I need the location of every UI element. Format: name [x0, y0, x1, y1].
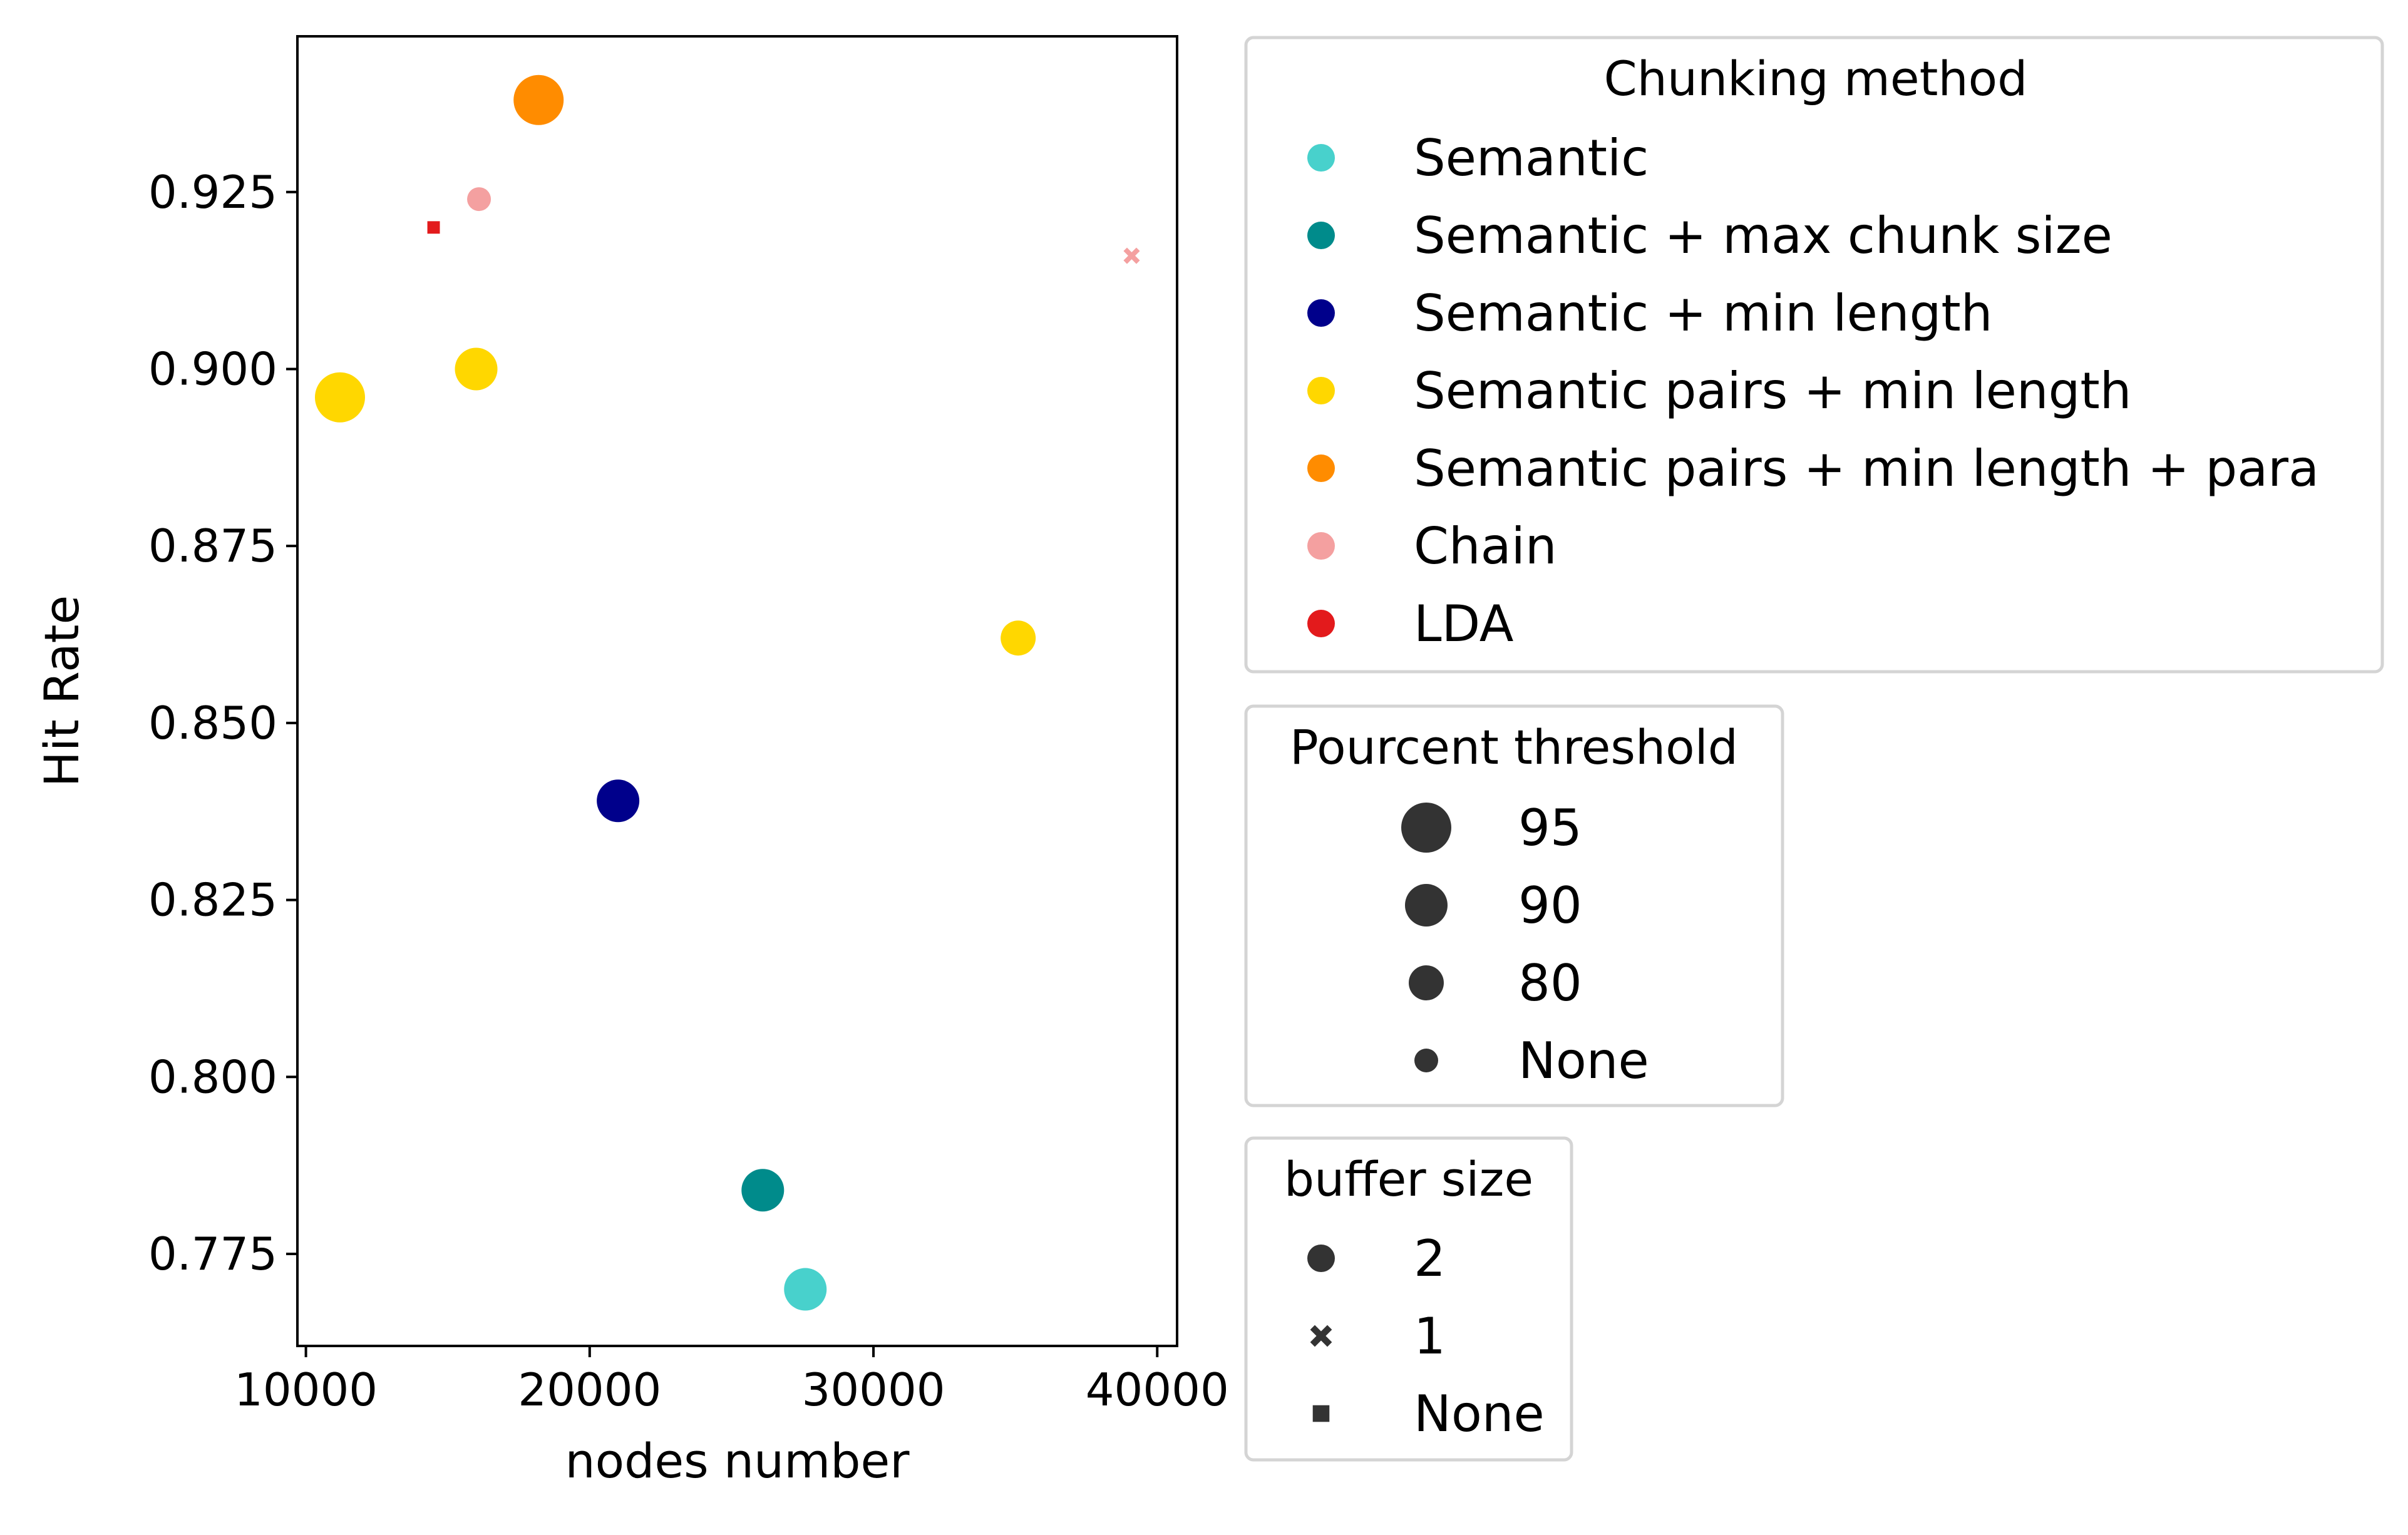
- plot-frame: [296, 35, 1178, 1347]
- y-tick-label: 0.800: [148, 1050, 277, 1103]
- legend-marker: [1414, 1049, 1438, 1072]
- data-point: [467, 187, 491, 212]
- data-point: [513, 74, 564, 125]
- legend-frame: [1244, 1136, 1573, 1462]
- legend-marker: [1307, 299, 1335, 327]
- y-axis-title: Hit Rate: [34, 595, 90, 788]
- data-point: [784, 1268, 827, 1311]
- legend-label: Chain: [1414, 517, 1557, 575]
- legend-marker: [1310, 1325, 1332, 1347]
- legend-marker: [1401, 803, 1451, 853]
- y-tick-label: 0.900: [148, 342, 277, 395]
- legend-marker: [1312, 1405, 1330, 1422]
- x-tick-label: 20000: [518, 1363, 661, 1416]
- legend-2: Pourcent threshold 95 90 80 None: [1244, 704, 1784, 1107]
- legend-frame: [1244, 704, 1784, 1107]
- legend-area: Chunking method Semantic Semantic + max ch…: [1244, 36, 2384, 1462]
- legend-marker: [1307, 222, 1335, 249]
- legend-marker: [1307, 1245, 1335, 1272]
- data-point: [314, 372, 365, 423]
- legend-label: 90: [1518, 876, 1582, 935]
- legend-1: Chunking method Semantic Semantic + max ch…: [1244, 36, 2384, 674]
- legend-label: None: [1414, 1385, 1545, 1443]
- data-point: [1001, 620, 1036, 656]
- y-tick-label: 0.775: [148, 1228, 277, 1280]
- legend-marker: [1307, 144, 1335, 172]
- legend-title: Pourcent threshold: [1290, 719, 1738, 775]
- legend-title: Chunking method: [1604, 51, 2028, 106]
- legend-label: 2: [1414, 1230, 1446, 1288]
- legend-marker: [1307, 454, 1335, 482]
- legend-title: buffer size: [1284, 1151, 1533, 1207]
- legend-label: Semantic pairs + min length: [1414, 362, 2131, 420]
- legend-marker: [1409, 965, 1444, 1000]
- x-tick-label: 40000: [1086, 1363, 1229, 1416]
- y-tick-label: 0.875: [148, 520, 277, 572]
- legend-label: Semantic: [1414, 129, 1649, 187]
- legend-label: None: [1518, 1032, 1649, 1090]
- legend-label: Semantic + min length: [1414, 284, 1992, 342]
- legend-marker: [1405, 884, 1448, 927]
- legend-frame: [1244, 36, 2384, 674]
- legend-marker: [1307, 377, 1335, 404]
- legend-marker: [1307, 532, 1335, 560]
- plot-area: 10000 20000 30000 40000 0.775 0.800 0.825 0.850…: [34, 35, 1229, 1489]
- legend-label: 1: [1414, 1307, 1446, 1365]
- legend-3: buffer size 2 1 None: [1244, 1136, 1573, 1462]
- y-tick-label: 0.925: [148, 166, 277, 218]
- legend-label: Semantic pairs + min length + para: [1414, 439, 2319, 498]
- x-tick-label: 10000: [234, 1363, 378, 1416]
- data-point: [427, 221, 440, 234]
- data-point: [741, 1169, 785, 1212]
- legend-marker: [1307, 610, 1335, 637]
- data-point: [1123, 247, 1140, 264]
- x-tick-label: 30000: [802, 1363, 945, 1416]
- legend-label: 80: [1518, 954, 1582, 1012]
- y-tick-label: 0.825: [148, 874, 277, 927]
- data-point: [597, 779, 640, 823]
- y-tick-label: 0.850: [148, 697, 277, 749]
- x-axis-title: nodes number: [565, 1433, 910, 1489]
- data-point: [455, 347, 498, 391]
- legend-label: Semantic + max chunk size: [1414, 207, 2112, 265]
- legend-label: 95: [1518, 799, 1582, 857]
- legend-label: LDA: [1414, 595, 1514, 653]
